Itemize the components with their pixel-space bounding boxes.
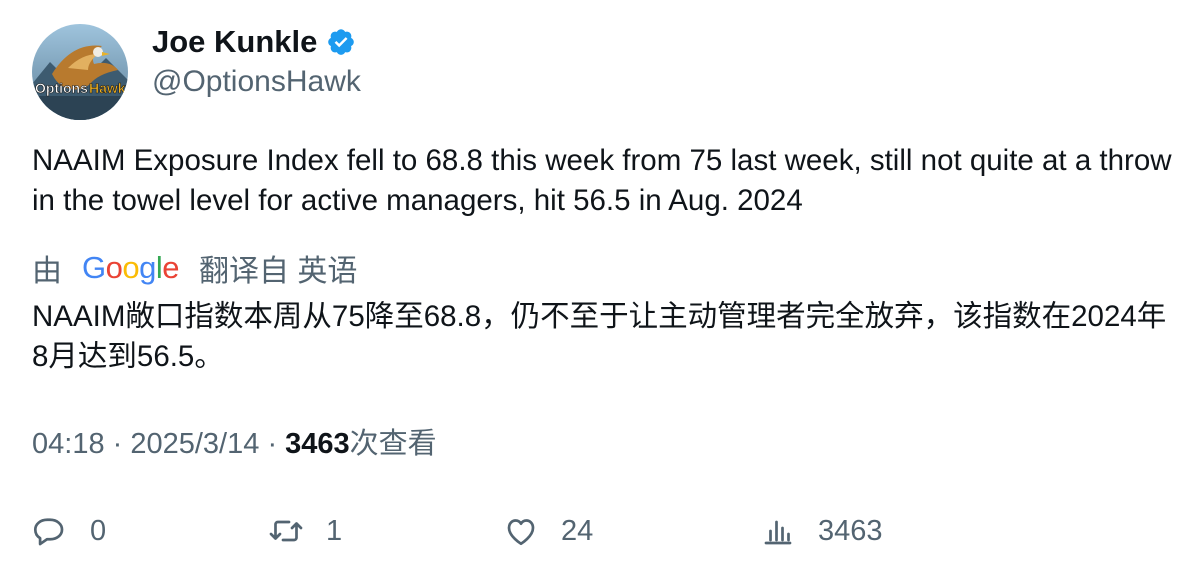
tweet-date[interactable]: 2025/3/14: [130, 428, 260, 460]
like-button[interactable]: 24: [503, 508, 593, 554]
views-count: 3463: [285, 428, 350, 460]
google-logo-icon: Google: [82, 250, 180, 285]
translation-suffix: 翻译自 英语: [199, 255, 358, 288]
tweet-time[interactable]: 04:18: [32, 428, 105, 460]
meta-separator: ·: [112, 428, 131, 460]
retweet-count: 1: [326, 514, 343, 547]
meta-separator-2: ·: [267, 428, 286, 460]
svg-text:Hawk: Hawk: [89, 80, 126, 96]
retweet-icon: [269, 520, 303, 542]
reply-button[interactable]: 0: [32, 508, 106, 554]
heart-icon: [507, 519, 535, 546]
reply-count: 0: [90, 514, 107, 547]
views-button[interactable]: 3463: [760, 508, 883, 554]
avatar[interactable]: Options Hawk: [32, 24, 128, 120]
like-count: 24: [561, 514, 594, 547]
views-label: 次查看: [349, 428, 437, 460]
translation-prefix: 由: [32, 255, 62, 288]
author-name-row: Joe Kunkle: [152, 22, 356, 62]
translated-text: NAAIM敞口指数本周从75降至68.8，仍不至于让主动管理者完全放弃，该指数在…: [32, 300, 1167, 373]
views-action-count: 3463: [818, 514, 883, 547]
tweet-meta: 04:18 · 2025/3/14 · 3463次查看: [32, 424, 437, 464]
views-chart-icon: [764, 520, 792, 545]
retweet-button[interactable]: 1: [268, 508, 342, 554]
verified-badge-icon: [326, 27, 356, 57]
avatar-hawk-image: Options Hawk: [32, 24, 128, 120]
translation-attribution[interactable]: 由 Google 翻译自 英语: [32, 247, 357, 289]
author-name[interactable]: Joe Kunkle: [152, 24, 318, 59]
reply-icon: [33, 518, 64, 546]
svg-text:Options: Options: [35, 80, 88, 96]
tweet-text: NAAIM Exposure Index fell to 68.8 this w…: [32, 144, 1172, 217]
author-handle[interactable]: @OptionsHawk: [152, 65, 361, 98]
